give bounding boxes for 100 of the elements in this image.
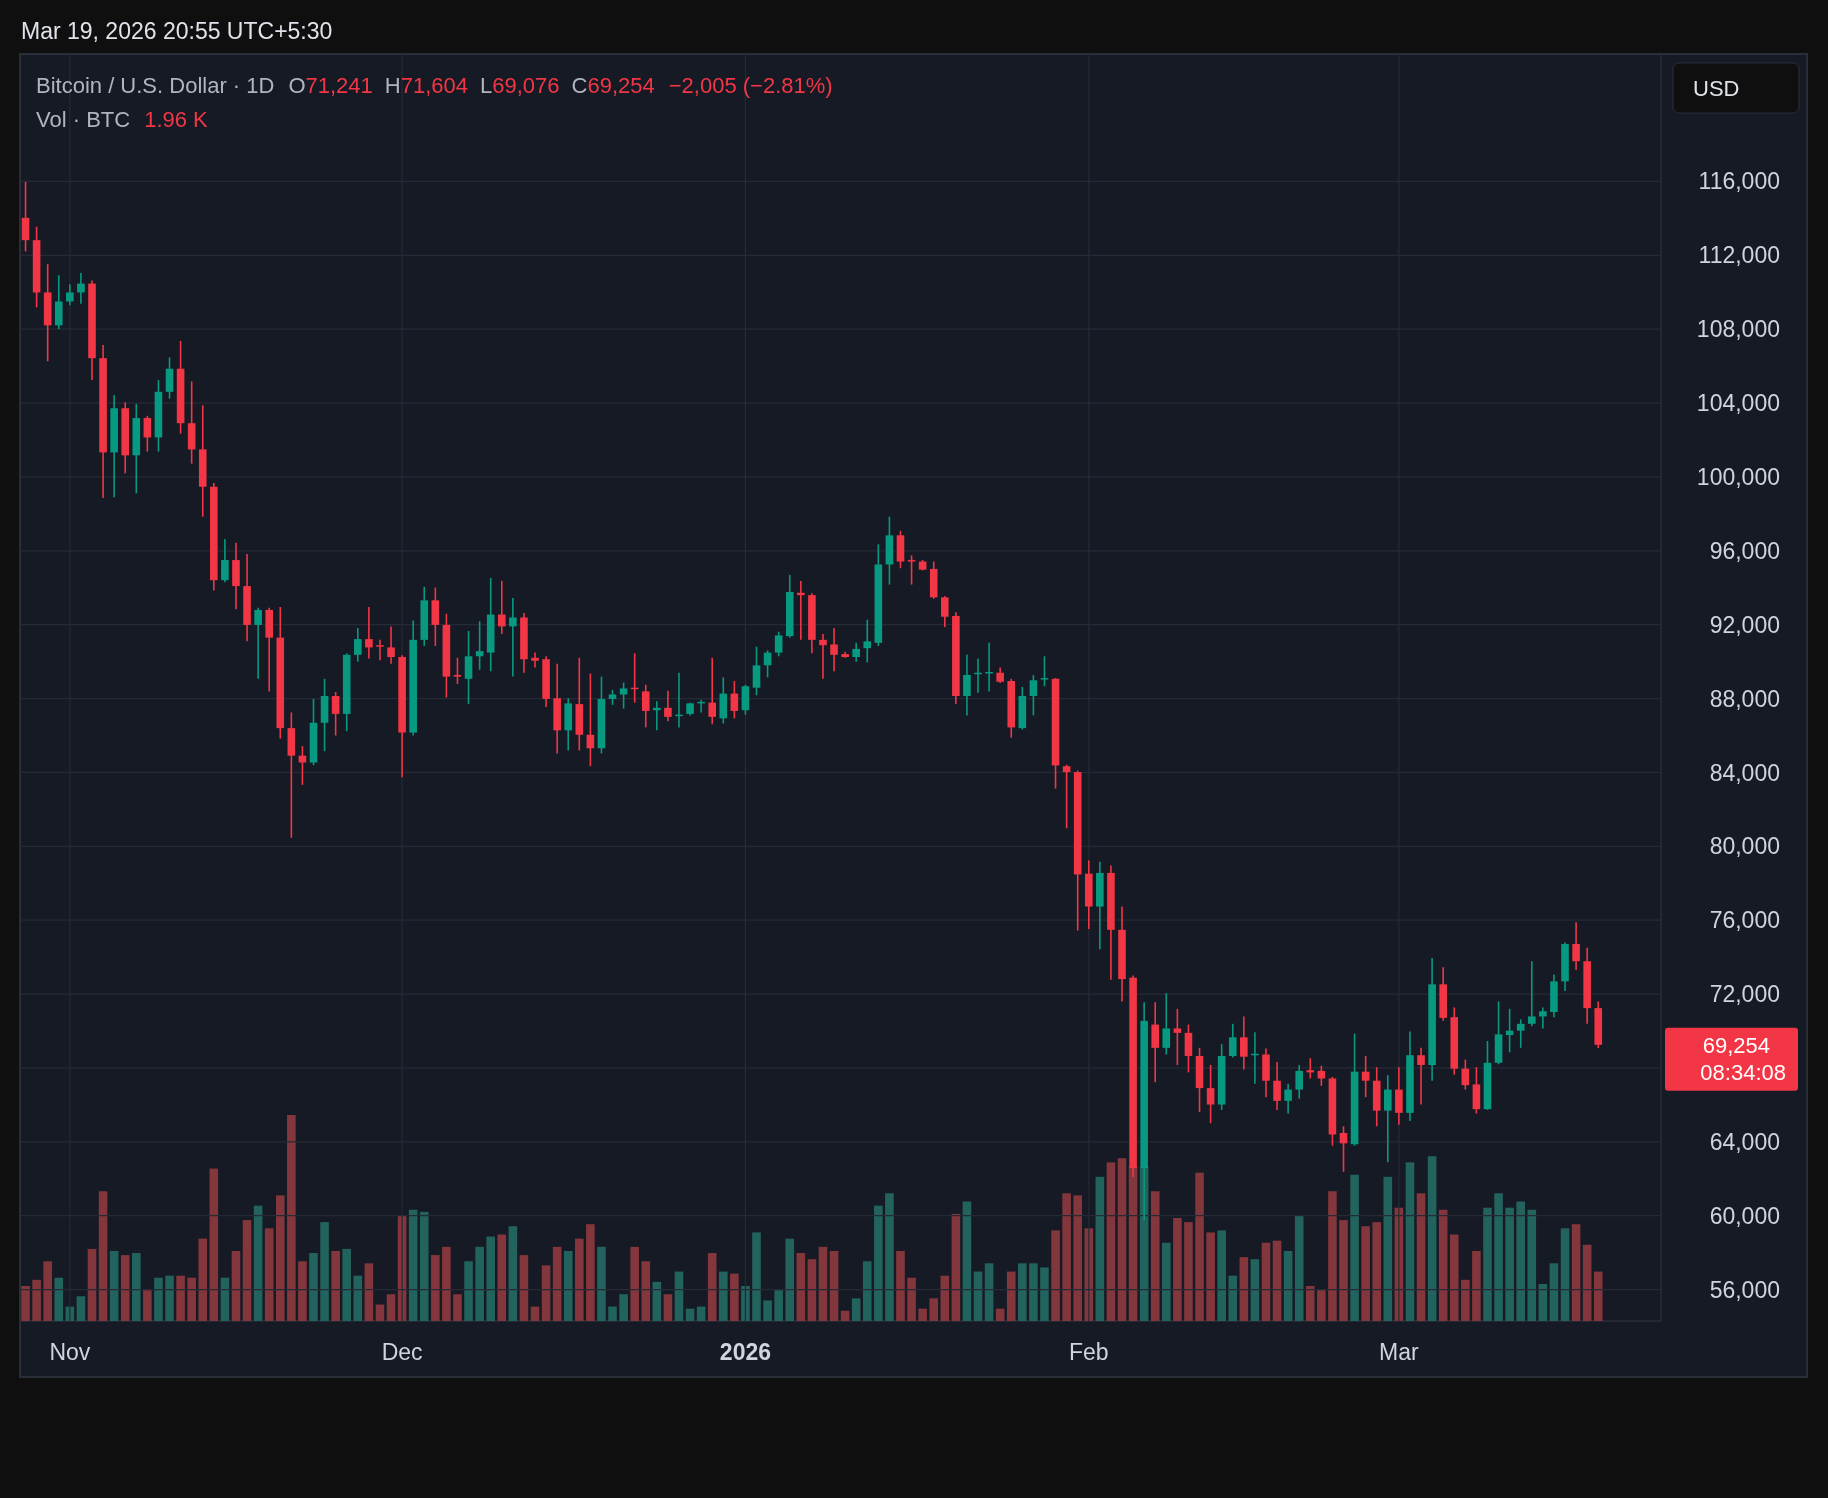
bar [21, 1285, 30, 1321]
bar [298, 1261, 307, 1321]
bar [1040, 1267, 1049, 1321]
candlestick [221, 538, 229, 584]
bar [1494, 1193, 1503, 1321]
candlestick [54, 274, 63, 330]
bar [696, 1306, 706, 1321]
bar [220, 1277, 230, 1321]
bar [253, 1205, 263, 1321]
bar [109, 1250, 119, 1321]
bar [375, 1304, 385, 1321]
candlestick [1295, 1064, 1303, 1100]
bar [785, 1238, 795, 1321]
text: 08:34:08 [1700, 1059, 1786, 1085]
bar [1184, 1222, 1193, 1321]
bar [1350, 1174, 1359, 1321]
candlestick [77, 272, 85, 305]
bar [320, 1222, 329, 1321]
bar [486, 1236, 495, 1321]
bar [98, 1191, 108, 1321]
bar [154, 1277, 163, 1321]
bar [1438, 1209, 1448, 1321]
candlestick [1029, 674, 1038, 717]
candlestick [1184, 1023, 1193, 1074]
y-tick-label: 104,000 [1696, 390, 1780, 417]
annotation: −2,005 (−2.81%) [668, 73, 833, 98]
bar [619, 1294, 628, 1321]
bar [874, 1205, 883, 1321]
annotation: H71,604 [384, 73, 469, 98]
bar [1106, 1162, 1116, 1321]
candlestick [1527, 960, 1536, 1028]
bar [940, 1275, 950, 1321]
bar [763, 1300, 772, 1321]
candlestick [1361, 1055, 1370, 1098]
bar [1427, 1156, 1437, 1321]
bar [1505, 1207, 1514, 1321]
bar [1272, 1240, 1282, 1321]
bar [442, 1246, 451, 1321]
candlestick [1228, 1023, 1237, 1059]
bar [131, 1253, 141, 1321]
bar [885, 1193, 894, 1321]
candlestick [1062, 763, 1071, 830]
candlestick [1395, 1066, 1403, 1126]
bar [1472, 1250, 1481, 1321]
candlestick [1306, 1057, 1315, 1080]
bar [1483, 1207, 1492, 1321]
candlestick [387, 625, 395, 665]
y-tick-label: 100,000 [1696, 464, 1780, 490]
bar [76, 1296, 86, 1321]
bar [1527, 1209, 1537, 1321]
bar [519, 1255, 529, 1321]
candlestick [475, 620, 484, 671]
bar [1582, 1244, 1592, 1321]
candlestick [774, 630, 783, 658]
bar [1328, 1191, 1337, 1321]
candlestick [830, 627, 838, 673]
bar [198, 1238, 208, 1321]
bar [1217, 1230, 1226, 1321]
bar [1095, 1176, 1105, 1321]
bar [707, 1253, 717, 1321]
y-tick-label: 116,000 [1698, 168, 1780, 195]
bar [264, 1228, 274, 1321]
bar [165, 1275, 174, 1321]
candlestick [1572, 921, 1580, 971]
candlestick [66, 283, 74, 306]
bar [674, 1271, 684, 1321]
bar [1162, 1242, 1171, 1321]
y-tick-label: 112,000 [1698, 242, 1780, 269]
candlestick [1284, 1082, 1292, 1115]
bar [1239, 1257, 1249, 1321]
bar [995, 1308, 1005, 1321]
bar [353, 1275, 363, 1321]
bar [752, 1232, 761, 1321]
bar [342, 1248, 352, 1321]
bar [663, 1294, 673, 1321]
bar [32, 1279, 41, 1321]
bar [1073, 1195, 1082, 1321]
candlestick [143, 415, 152, 453]
bar [575, 1238, 584, 1321]
candlestick [619, 681, 628, 710]
bar [641, 1261, 651, 1321]
candlestick [1151, 1001, 1160, 1083]
candlestick [453, 656, 462, 685]
bar [1006, 1271, 1016, 1321]
annotation: C69,254 [571, 73, 655, 98]
bar [586, 1224, 595, 1321]
candlestick [752, 645, 761, 697]
bar [1084, 1228, 1094, 1321]
candlestick [1273, 1061, 1281, 1111]
bar [1372, 1222, 1382, 1321]
y-tick-label: 76,000 [1709, 907, 1780, 934]
candlestick [730, 680, 739, 720]
bar [309, 1253, 318, 1321]
bar [1018, 1263, 1027, 1321]
bar [1062, 1193, 1071, 1321]
candlestick [907, 554, 916, 586]
candlestick [852, 642, 860, 663]
bar [807, 1259, 817, 1321]
candlestick [354, 627, 362, 663]
bar [1317, 1290, 1326, 1321]
